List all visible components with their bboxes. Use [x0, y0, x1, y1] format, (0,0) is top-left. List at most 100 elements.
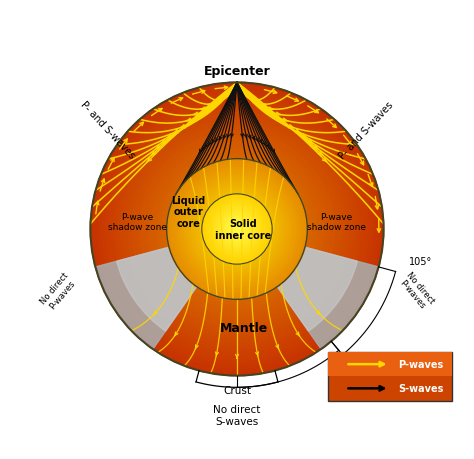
- Text: P-wave
shadow zone: P-wave shadow zone: [108, 213, 167, 232]
- Bar: [328, 353, 453, 376]
- Circle shape: [203, 196, 271, 263]
- Circle shape: [177, 169, 297, 290]
- Circle shape: [175, 168, 299, 291]
- Circle shape: [232, 224, 242, 235]
- Circle shape: [202, 195, 272, 264]
- Circle shape: [181, 174, 293, 285]
- Text: P-wave
shadow zone: P-wave shadow zone: [307, 213, 366, 232]
- Circle shape: [128, 121, 346, 338]
- FancyBboxPatch shape: [328, 353, 453, 401]
- Wedge shape: [237, 230, 379, 349]
- Circle shape: [165, 158, 309, 301]
- Circle shape: [227, 219, 247, 240]
- Circle shape: [235, 227, 239, 232]
- Circle shape: [143, 136, 331, 323]
- Circle shape: [158, 151, 316, 308]
- Circle shape: [101, 95, 373, 364]
- Circle shape: [124, 117, 350, 342]
- Circle shape: [196, 189, 278, 270]
- Circle shape: [136, 128, 338, 331]
- Text: Epicenter: Epicenter: [204, 64, 270, 78]
- Circle shape: [169, 162, 305, 297]
- Circle shape: [184, 177, 290, 282]
- Circle shape: [162, 154, 312, 305]
- Text: P- and S-waves: P- and S-waves: [337, 100, 395, 161]
- Circle shape: [213, 206, 261, 253]
- Circle shape: [219, 212, 255, 247]
- Circle shape: [210, 203, 264, 256]
- Circle shape: [207, 199, 267, 260]
- Circle shape: [196, 188, 278, 271]
- Circle shape: [204, 197, 270, 262]
- Circle shape: [233, 226, 241, 233]
- Text: Crust: Crust: [223, 386, 251, 395]
- Circle shape: [229, 222, 245, 237]
- Circle shape: [170, 162, 304, 297]
- Circle shape: [210, 202, 264, 257]
- Wedge shape: [117, 230, 237, 331]
- Circle shape: [147, 140, 327, 319]
- Circle shape: [222, 215, 252, 244]
- Circle shape: [139, 132, 335, 327]
- Circle shape: [219, 212, 255, 247]
- Circle shape: [226, 218, 248, 241]
- Circle shape: [207, 199, 267, 260]
- Wedge shape: [237, 230, 357, 331]
- Circle shape: [231, 224, 243, 235]
- Circle shape: [132, 124, 342, 335]
- Circle shape: [212, 204, 262, 255]
- Circle shape: [91, 83, 383, 376]
- Circle shape: [98, 91, 376, 368]
- Text: No direct
S-waves: No direct S-waves: [213, 404, 261, 426]
- Circle shape: [199, 191, 275, 268]
- Circle shape: [222, 214, 252, 245]
- Circle shape: [192, 185, 282, 274]
- Circle shape: [214, 207, 260, 252]
- Circle shape: [199, 192, 275, 267]
- Circle shape: [218, 211, 256, 248]
- Text: No direct
P-waves: No direct P-waves: [396, 270, 436, 312]
- Circle shape: [187, 180, 287, 279]
- Circle shape: [225, 218, 249, 241]
- Circle shape: [208, 200, 266, 259]
- Text: 105°: 105°: [409, 257, 432, 267]
- Circle shape: [222, 214, 252, 245]
- Circle shape: [105, 98, 369, 361]
- Circle shape: [181, 173, 293, 286]
- Circle shape: [224, 217, 250, 242]
- Circle shape: [210, 203, 264, 256]
- Circle shape: [173, 166, 301, 293]
- Text: P- and S-waves: P- and S-waves: [79, 100, 137, 161]
- Circle shape: [202, 194, 272, 265]
- Circle shape: [94, 87, 380, 372]
- Circle shape: [113, 106, 361, 353]
- Circle shape: [150, 143, 324, 316]
- Circle shape: [120, 113, 354, 346]
- Circle shape: [229, 222, 245, 237]
- Circle shape: [217, 209, 257, 250]
- Text: Liquid
outer
core: Liquid outer core: [172, 196, 206, 229]
- Text: Solid
inner core: Solid inner core: [215, 219, 271, 240]
- Text: P-waves: P-waves: [398, 359, 444, 369]
- Circle shape: [214, 207, 260, 252]
- Circle shape: [173, 165, 301, 294]
- Circle shape: [234, 226, 240, 233]
- Circle shape: [188, 181, 286, 278]
- Circle shape: [193, 185, 281, 274]
- Circle shape: [167, 159, 307, 300]
- Text: No direct
P-waves: No direct P-waves: [38, 270, 78, 312]
- Text: 140°: 140°: [362, 364, 385, 374]
- Circle shape: [190, 183, 284, 276]
- Circle shape: [117, 109, 357, 350]
- Circle shape: [178, 171, 296, 288]
- Circle shape: [217, 209, 257, 250]
- Text: Mantle: Mantle: [220, 321, 268, 334]
- Text: S-waves: S-waves: [398, 384, 444, 393]
- Circle shape: [205, 197, 269, 262]
- Circle shape: [109, 102, 365, 357]
- Circle shape: [39, 32, 435, 427]
- Circle shape: [154, 147, 320, 312]
- Circle shape: [184, 177, 290, 282]
- Wedge shape: [95, 230, 237, 349]
- Circle shape: [228, 221, 246, 238]
